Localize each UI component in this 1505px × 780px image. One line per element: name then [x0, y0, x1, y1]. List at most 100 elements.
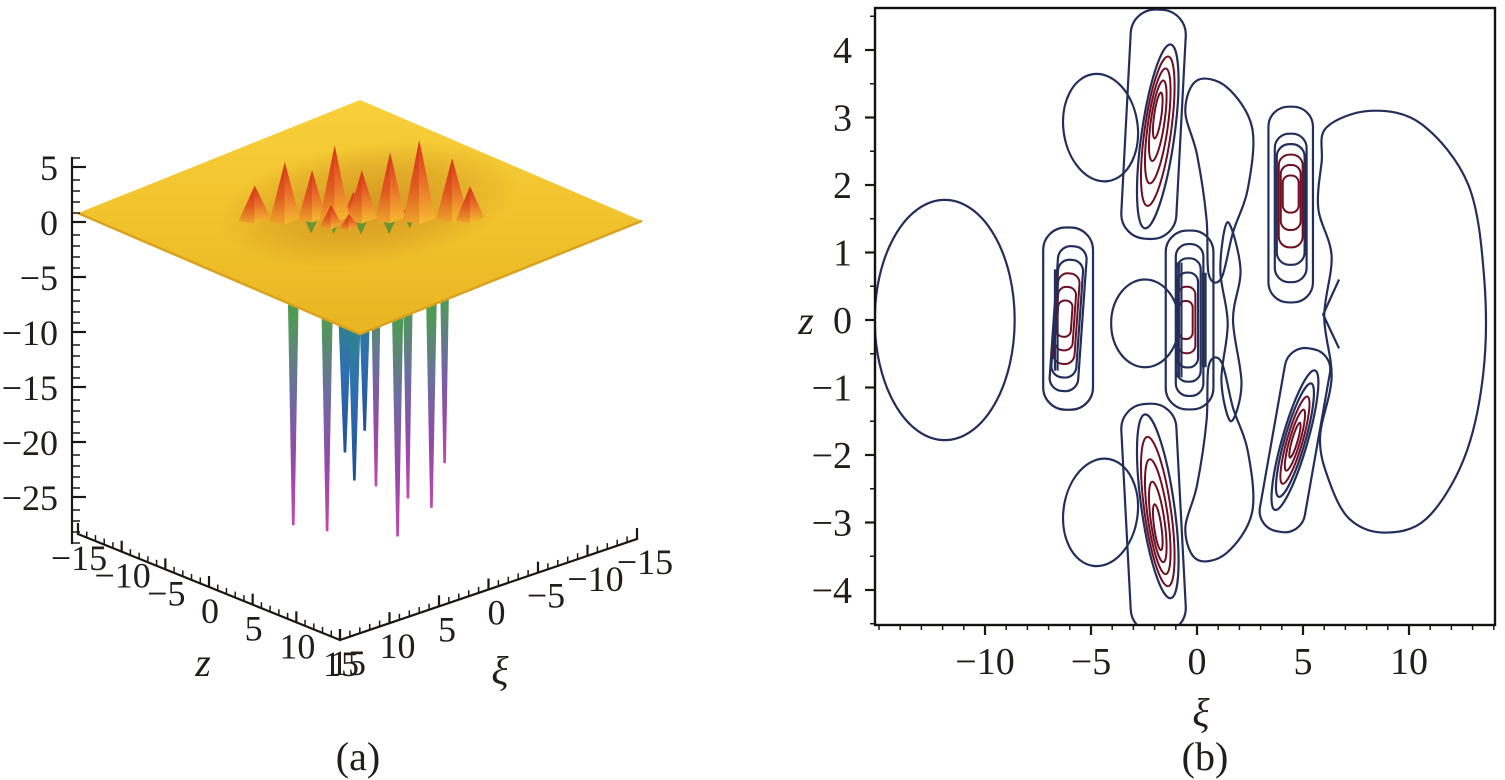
surface-peak [436, 158, 453, 223]
surface-3d-body [77, 100, 643, 537]
cluster-bottom-center-outer [1120, 402, 1187, 624]
cluster-right-lower-level [1270, 369, 1320, 512]
center-left-oval [1110, 278, 1181, 369]
plane-front-edge [77, 211, 643, 336]
xi-axis-tick-label: 0 [488, 593, 506, 633]
cluster-top-center-outer [1120, 9, 1187, 241]
y-axis-tick-label: −3 [812, 503, 852, 545]
vertical-axis-tick-label: −10 [2, 313, 58, 353]
contour-lines [876, 9, 1488, 624]
top-left-blob [1061, 72, 1140, 183]
surface-peak [330, 204, 342, 230]
lower-snake [1184, 356, 1255, 563]
surface-peak [469, 186, 484, 224]
cluster-right-lower-level [1274, 382, 1316, 498]
xi-axis-tick-label: −10 [567, 559, 623, 599]
cluster-right-lower-outer [1258, 346, 1332, 534]
cluster-right-upper-level [1273, 132, 1308, 284]
y-axis-tick-label: 3 [833, 98, 852, 140]
surface-peak [361, 170, 377, 224]
surface-green-crevice [305, 219, 318, 234]
cluster-right-upper-outer [1267, 105, 1315, 304]
cluster-top-center-level [1135, 43, 1180, 230]
cluster-right-upper-level [1281, 174, 1300, 214]
z-axis-tick-label: −10 [95, 556, 151, 596]
cluster-left-middle-outer [1042, 226, 1095, 411]
vertical-axis-tick-label: −15 [2, 368, 58, 408]
x-axis-tick-label: −10 [955, 641, 1014, 683]
cluster-right-lower-level [1279, 395, 1311, 485]
xi-axis-tick-label: 5 [438, 609, 456, 649]
surface-peak [319, 145, 335, 223]
vertical-axis-tick-label: −25 [2, 478, 58, 518]
z-axis-tick-label: 0 [201, 591, 219, 631]
xi-axis-tick-label: −5 [527, 576, 565, 616]
cluster-bottom-center-level [1143, 458, 1172, 576]
surface-peak [254, 185, 271, 224]
x-axis-tick-label: 5 [1294, 641, 1313, 683]
cluster-right-upper-level [1279, 164, 1302, 231]
surface-peak [319, 204, 331, 230]
x-axis-tick-label: 10 [1390, 641, 1428, 683]
vertical-axis-tick-label: −5 [20, 258, 58, 298]
y-axis-tick-label: 2 [833, 165, 852, 207]
cluster-top-center-level [1139, 55, 1176, 207]
surface-peak [238, 185, 255, 224]
xi-axis-label-a: ξ [491, 648, 509, 693]
surface-peak [390, 152, 406, 224]
cluster-bottom-center-level [1151, 503, 1164, 552]
y-axis-tick-label: 4 [833, 30, 852, 72]
cluster-bottom-center-level [1147, 480, 1168, 564]
y-axis-tick-label: −2 [812, 435, 852, 477]
z-axis-tick-label: 10 [279, 626, 315, 666]
surface-peak [298, 170, 313, 223]
center-right-band [1219, 221, 1243, 423]
cluster-right-upper-level [1275, 143, 1306, 266]
surface-peak [403, 139, 420, 225]
cluster-top-center-level [1151, 91, 1164, 140]
plot-frame [873, 6, 1497, 627]
cluster-bottom-center-level [1139, 435, 1176, 588]
x-axis-tick-label: 0 [1188, 641, 1207, 683]
cluster-right-lower-level [1283, 408, 1307, 472]
cluster-center-outer [1164, 229, 1215, 411]
surface-peak [269, 161, 285, 225]
cluster-right-upper-level [1277, 153, 1304, 249]
bottom-left-blob [1061, 457, 1140, 568]
vertical-axis-tick-label: 0 [40, 203, 58, 243]
x-axis-tick-label: −5 [1071, 641, 1111, 683]
surface-peak [346, 170, 362, 224]
caption-a: (a) [336, 734, 380, 779]
xi-axis-tick-label: 10 [380, 626, 416, 666]
vertical-axis-tick-label: −20 [2, 423, 58, 463]
z-axis-tick-label: −5 [147, 573, 185, 613]
z-axis-tick-label: 15 [323, 644, 359, 684]
right-large-contour [1316, 109, 1488, 534]
xi-axis-label-b: ξ [1192, 690, 1210, 735]
surface-green-crevice [383, 220, 396, 235]
surface-peak [284, 161, 300, 225]
z-axis-tick-label: 5 [245, 609, 263, 649]
upper-snake [1184, 77, 1255, 284]
z-axis-label-a: z [194, 640, 211, 685]
z-axis-label-b: z [797, 298, 814, 343]
surface-green-crevice [354, 220, 367, 235]
z-axis-tick-label: −15 [51, 538, 107, 578]
surface-peak [334, 145, 350, 223]
left-large-contour [876, 198, 1016, 442]
surface-peak [455, 186, 470, 224]
surface-peak [339, 214, 349, 232]
y-axis-tick-label: −4 [812, 570, 852, 612]
surface-peak [348, 214, 358, 232]
xi-axis-tick-label: −15 [617, 542, 673, 582]
cluster-bottom-center-level [1135, 413, 1180, 600]
cluster-top-center-level [1147, 79, 1168, 162]
cluster-right-lower-level [1288, 421, 1302, 459]
caption-b: (b) [1182, 734, 1229, 779]
vertical-axis-tick-label: 5 [40, 148, 58, 188]
